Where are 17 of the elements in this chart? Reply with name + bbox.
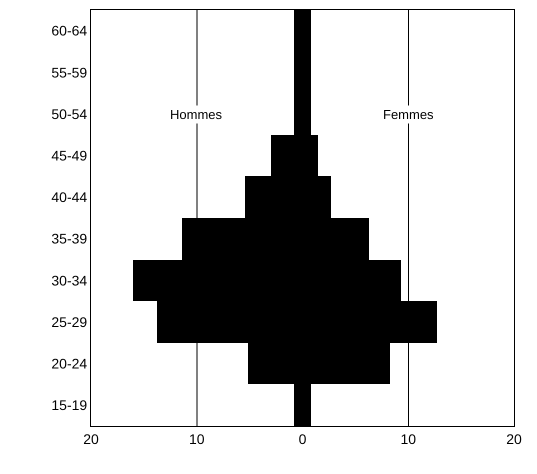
annotation: Femmes [383,107,434,122]
x-tick-label: 10 [400,430,416,447]
x-tick-label: 20 [83,430,99,447]
y-tick-label: 60-64 [51,22,88,39]
x-tick-label: 0 [298,430,307,447]
y-tick-label: 35-39 [51,230,88,247]
y-tick-label: 20-24 [51,356,88,372]
y-tick-label: 40-44 [51,189,88,206]
y-tick-label: 50-54 [51,106,88,122]
annotation: Hommes [170,107,223,122]
y-tick-label: 15-19 [51,397,88,414]
y-tick-label: 30-34 [51,272,88,288]
y-tick-label: 25-29 [51,314,88,330]
x-tick-label: 10 [188,430,205,447]
y-tick-label: 55-59 [51,64,88,80]
y-tick-label: 45-49 [51,148,88,164]
x-tick-label: 20 [506,430,522,447]
